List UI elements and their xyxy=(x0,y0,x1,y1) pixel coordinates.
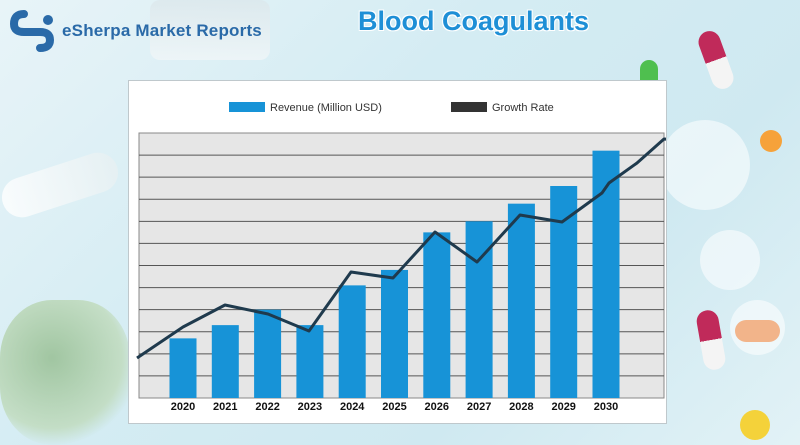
x-tick-label: 2020 xyxy=(171,401,195,413)
background-plant-decoration xyxy=(0,300,130,445)
x-tick-label: 2021 xyxy=(213,401,237,413)
bar-2028 xyxy=(507,203,535,398)
bar-2023 xyxy=(296,325,324,398)
esherpa-logo-icon xyxy=(10,10,55,52)
background-pill-decoration xyxy=(700,230,760,290)
growth-rate-line xyxy=(136,137,690,360)
x-tick-label: 2024 xyxy=(340,401,365,413)
background-thermometer-decoration xyxy=(0,147,124,223)
bar-2030 xyxy=(592,150,620,398)
background-pill-decoration xyxy=(760,130,782,152)
bars xyxy=(169,150,620,398)
legend-label-growth: Growth Rate xyxy=(492,102,554,114)
background-blister-decoration xyxy=(150,0,270,60)
bar-2021 xyxy=(211,325,239,398)
background-capsule-decoration xyxy=(695,28,737,92)
legend: Revenue (Million USD) Growth Rate xyxy=(229,102,554,114)
x-tick-label: 2030 xyxy=(594,401,618,413)
background-pill-decoration xyxy=(740,410,770,440)
brand-header: eSherpa Market Reports xyxy=(10,10,262,52)
background-capsule-decoration xyxy=(694,308,728,372)
x-tick-label: 2022 xyxy=(255,401,279,413)
x-tick-label: 2026 xyxy=(425,401,449,413)
chart-title: Blood Coagulants xyxy=(358,6,589,36)
x-tick-label: 2029 xyxy=(551,401,575,413)
bar-2026 xyxy=(423,232,451,398)
growth-line-group xyxy=(136,137,690,360)
legend-swatch-growth xyxy=(451,102,487,112)
x-tick-label: 2023 xyxy=(298,401,322,413)
x-tick-label: 2027 xyxy=(467,401,491,413)
chart-svg: Revenue (Million USD) Growth Rate 2020 202… xyxy=(136,102,690,413)
bar-2029 xyxy=(550,186,578,398)
x-axis-ticks: 2020 2021 2022 2023 2024 2025 2026 2027 2028 2029… xyxy=(171,401,618,413)
bar-2022 xyxy=(254,309,282,398)
legend-label-revenue: Revenue (Million USD) xyxy=(270,102,382,114)
bar-2025 xyxy=(381,269,408,398)
background-pill-decoration xyxy=(660,120,750,210)
bar-2020 xyxy=(169,338,197,398)
background-pill-decoration xyxy=(735,320,780,342)
bar-2024 xyxy=(338,285,366,398)
x-tick-label: 2025 xyxy=(382,401,406,413)
brand-name: eSherpa Market Reports xyxy=(62,21,262,40)
legend-swatch-revenue xyxy=(229,102,265,112)
chart-card: Revenue (Million USD) Growth Rate 2020 202… xyxy=(128,80,690,424)
x-tick-label: 2028 xyxy=(509,401,533,413)
